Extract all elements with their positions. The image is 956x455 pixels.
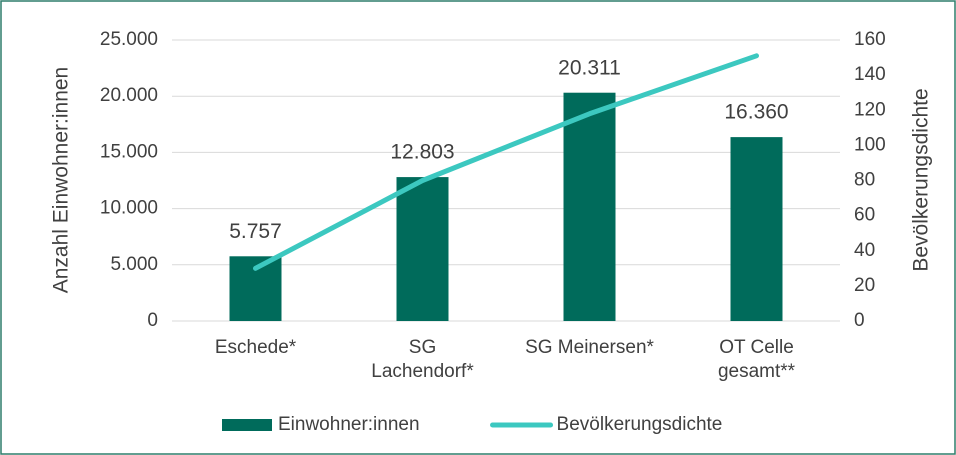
y2-tick-label: 80 — [854, 170, 875, 191]
data-label: 20.311 — [558, 56, 621, 79]
bar — [730, 137, 783, 321]
legend-label: Bevölkerungsdichte — [557, 414, 723, 435]
x-tick-label: SG Lachendorf* — [371, 337, 474, 382]
legend-label: Einwohner:innen — [278, 414, 420, 435]
y-tick-label: 10.000 — [100, 198, 158, 219]
y2-tick-label: 140 — [854, 64, 886, 85]
y2-tick-label: 100 — [854, 134, 886, 155]
line — [253, 53, 759, 271]
y-axis-title: Anzahl Einwohner:innen — [50, 67, 73, 294]
x-tick-label: Eschede* — [215, 337, 297, 358]
x-tick-label: SG Meinersen* — [525, 337, 654, 358]
legend-swatch — [222, 419, 272, 431]
y-tick-label: 15.000 — [100, 141, 158, 162]
y2-tick-label: 160 — [854, 29, 886, 50]
y2-tick-label: 0 — [854, 310, 865, 331]
y2-tick-label: 120 — [854, 99, 886, 120]
y2-tick-label: 20 — [854, 275, 875, 296]
data-label: 16.360 — [724, 101, 788, 124]
bar — [396, 177, 449, 321]
bar — [563, 92, 616, 321]
y-tick-label: 5.000 — [110, 254, 158, 275]
y2-tick-label: 60 — [854, 205, 875, 226]
y-tick-label: 0 — [147, 310, 158, 331]
y-tick-label: 25.000 — [100, 29, 158, 50]
data-label: 12.803 — [390, 141, 454, 164]
y2-tick-label: 40 — [854, 240, 875, 261]
y2-axis-title: Bevölkerungsdichte — [910, 88, 933, 271]
data-label: 5.757 — [229, 220, 282, 243]
y-tick-label: 20.000 — [100, 85, 158, 106]
x-tick-label: OT Celle gesamt** — [718, 337, 796, 382]
